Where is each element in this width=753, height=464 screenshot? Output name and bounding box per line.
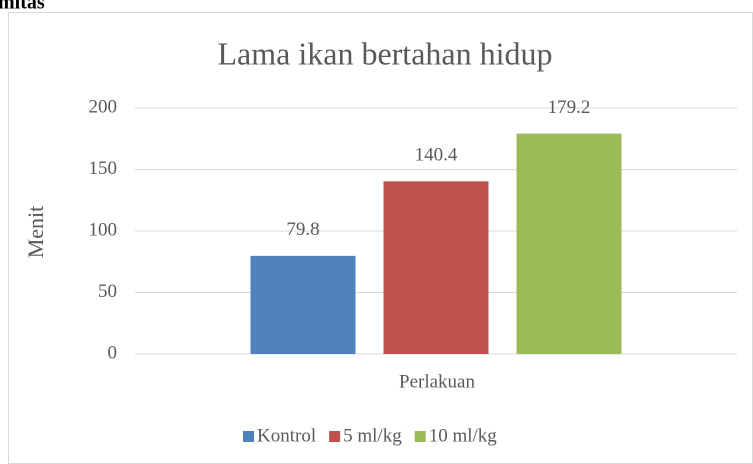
page-heading: mitas: [0, 0, 45, 14]
y-tick-label: 100: [89, 219, 118, 240]
chart-title: Lama ikan bertahan hidup: [218, 35, 553, 71]
y-axis-label: Menit: [23, 206, 48, 259]
legend-label: 5 ml/kg: [343, 425, 402, 446]
legend-swatch: [329, 431, 341, 442]
y-tick-label: 200: [89, 96, 118, 117]
bar: [383, 181, 489, 354]
legend-swatch: [414, 431, 426, 442]
x-axis-label: Perlakuan: [399, 371, 475, 392]
bar: [250, 255, 356, 354]
y-tick-label: 0: [108, 342, 118, 363]
chart-frame: [8, 12, 753, 464]
y-tick-label: 50: [98, 281, 117, 302]
bar: [516, 133, 622, 354]
value-label: 140.4: [415, 145, 458, 166]
legend-label: 10 ml/kg: [429, 425, 498, 446]
y-tick-label: 150: [89, 158, 118, 179]
legend-swatch: [243, 431, 254, 442]
value-label: 179.2: [548, 97, 591, 118]
value-label: 79.8: [286, 219, 319, 240]
legend-label: Kontrol: [257, 425, 316, 446]
